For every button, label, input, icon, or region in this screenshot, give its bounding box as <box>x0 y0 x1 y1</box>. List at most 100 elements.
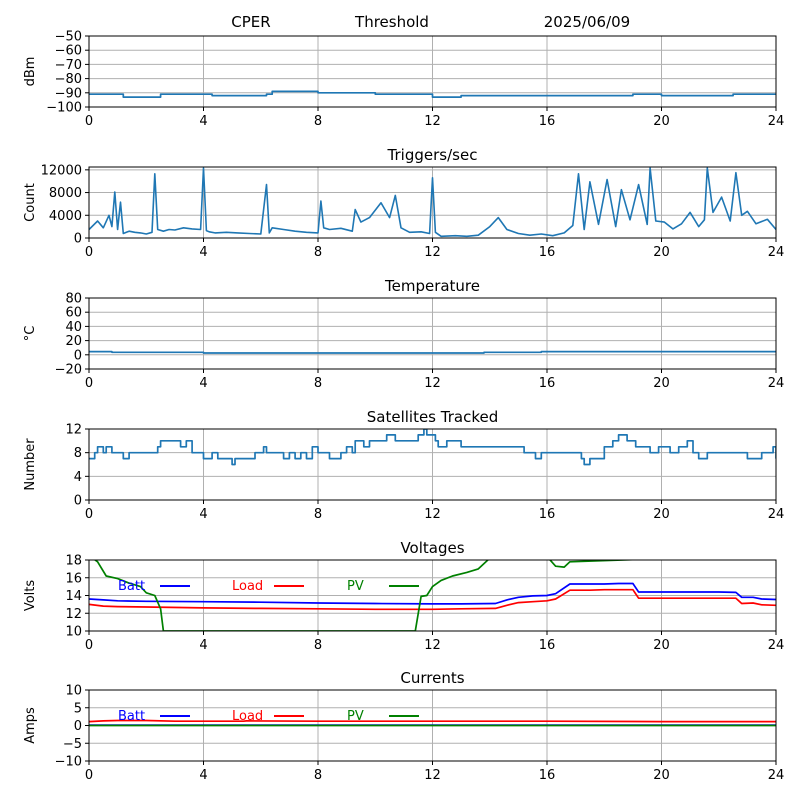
y-tick-label: 80 <box>65 292 82 307</box>
x-tick-label: 8 <box>314 507 322 522</box>
y-tick-label: −20 <box>55 363 82 378</box>
chart-title: Satellites Tracked <box>367 408 498 426</box>
y-tick-label: 12 <box>65 423 82 438</box>
header-date: 2025/06/09 <box>544 13 630 31</box>
x-tick-label: 16 <box>539 245 556 260</box>
y-tick-label: 5 <box>74 701 82 716</box>
series-group <box>89 350 776 354</box>
legend-label-batt: Batt <box>118 709 145 724</box>
x-tick-label: 12 <box>424 376 441 391</box>
series-group <box>89 719 776 727</box>
y-tick-label: −50 <box>55 30 82 45</box>
x-tick-label: 0 <box>85 114 93 129</box>
y-tick-label: −60 <box>55 44 82 59</box>
series-line-pv <box>93 560 647 631</box>
x-tick-label: 8 <box>314 638 322 653</box>
chart-panel-0: 0 4 8 12 16 20 24 −100−90−80−70−60−50 dBm <box>23 30 784 130</box>
y-tick-label: −100 <box>46 101 82 116</box>
x-tick-label: 0 <box>85 768 93 783</box>
chart-panel-5: 0 4 8 12 16 20 24 −10 −5 0 5 10 Currents Amps Batt Load… <box>23 669 784 783</box>
x-tick-label: 16 <box>539 376 556 391</box>
header-site: CPER <box>231 13 270 31</box>
y-axis-label: Volts <box>23 580 38 612</box>
series-group <box>89 167 776 238</box>
y-tick-label: −80 <box>55 72 82 87</box>
chart-panel-1: 0 4 8 12 16 20 24 0 4000 8000 12000 Triggers/sec Cou… <box>23 146 784 260</box>
series-line-load <box>89 588 776 611</box>
y-axis-label: dBm <box>23 57 38 87</box>
chart-title: Triggers/sec <box>387 146 478 164</box>
x-tick-label: 4 <box>199 638 207 653</box>
y-tick-label: 0 <box>74 719 82 734</box>
x-tick-label: 24 <box>768 507 785 522</box>
series-group <box>89 90 776 98</box>
y-tick-label: −10 <box>55 755 82 770</box>
x-tick-label: 8 <box>314 376 322 391</box>
x-tick-label: 24 <box>768 638 785 653</box>
x-tick-label: 20 <box>653 638 670 653</box>
y-tick-label: 0 <box>74 494 82 509</box>
y-tick-label: 60 <box>65 306 82 321</box>
legend-label-pv: PV <box>347 579 364 594</box>
series-line-series-0 <box>89 167 776 238</box>
x-tick-label: 4 <box>199 245 207 260</box>
x-tick-label: 12 <box>424 245 441 260</box>
x-tick-label: 4 <box>199 768 207 783</box>
x-tick-label: 12 <box>424 507 441 522</box>
x-tick-label: 8 <box>314 245 322 260</box>
series-group <box>89 560 776 631</box>
y-axis-label: Count <box>23 183 38 222</box>
x-tick-label: 4 <box>199 376 207 391</box>
y-tick-label: 14 <box>65 589 82 604</box>
x-tick-label: 8 <box>314 768 322 783</box>
x-tick-label: 24 <box>768 245 785 260</box>
y-tick-label: 8 <box>74 446 82 461</box>
x-tick-label: 16 <box>539 768 556 783</box>
y-tick-label: −90 <box>55 86 82 101</box>
y-tick-label: −70 <box>55 58 82 73</box>
y-tick-label: 40 <box>65 320 82 335</box>
legend-label-pv: PV <box>347 709 364 724</box>
y-tick-label: 12 <box>65 607 82 622</box>
series-line-series-0 <box>89 429 776 466</box>
x-tick-label: 8 <box>314 114 322 129</box>
y-tick-label: −5 <box>63 737 82 752</box>
x-tick-label: 24 <box>768 768 785 783</box>
legend-label-batt: Batt <box>118 579 145 594</box>
y-tick-label: 0 <box>74 348 82 363</box>
x-tick-label: 16 <box>539 638 556 653</box>
x-tick-label: 12 <box>424 768 441 783</box>
y-tick-label: 18 <box>65 554 82 569</box>
y-tick-label: 10 <box>65 684 82 699</box>
x-tick-label: 0 <box>85 638 93 653</box>
series-line-series-0 <box>89 90 776 98</box>
chart-title: Currents <box>400 669 464 687</box>
y-tick-label: 8000 <box>49 186 82 201</box>
chart-title: Voltages <box>400 539 464 557</box>
y-tick-label: 0 <box>74 232 82 247</box>
y-tick-label: 16 <box>65 571 82 586</box>
chart-panel-3: 0 4 8 12 16 20 24 0 4 8 12 Satellites Tracked Number <box>23 408 784 522</box>
series-group <box>89 429 776 466</box>
x-tick-label: 20 <box>653 768 670 783</box>
x-tick-label: 20 <box>653 114 670 129</box>
series-line-load <box>89 719 776 723</box>
x-tick-label: 20 <box>653 507 670 522</box>
series-line-series-0 <box>89 350 776 354</box>
x-tick-label: 4 <box>199 507 207 522</box>
x-tick-label: 16 <box>539 114 556 129</box>
y-tick-label: 10 <box>65 625 82 640</box>
x-tick-label: 0 <box>85 245 93 260</box>
legend-label-load: Load <box>232 579 263 594</box>
x-tick-label: 12 <box>424 638 441 653</box>
x-tick-label: 20 <box>653 376 670 391</box>
x-tick-label: 0 <box>85 507 93 522</box>
x-tick-label: 16 <box>539 507 556 522</box>
y-axis-label: Number <box>23 438 38 491</box>
chart-title: Temperature <box>384 277 480 295</box>
x-tick-label: 24 <box>768 376 785 391</box>
x-tick-label: 24 <box>768 114 785 129</box>
